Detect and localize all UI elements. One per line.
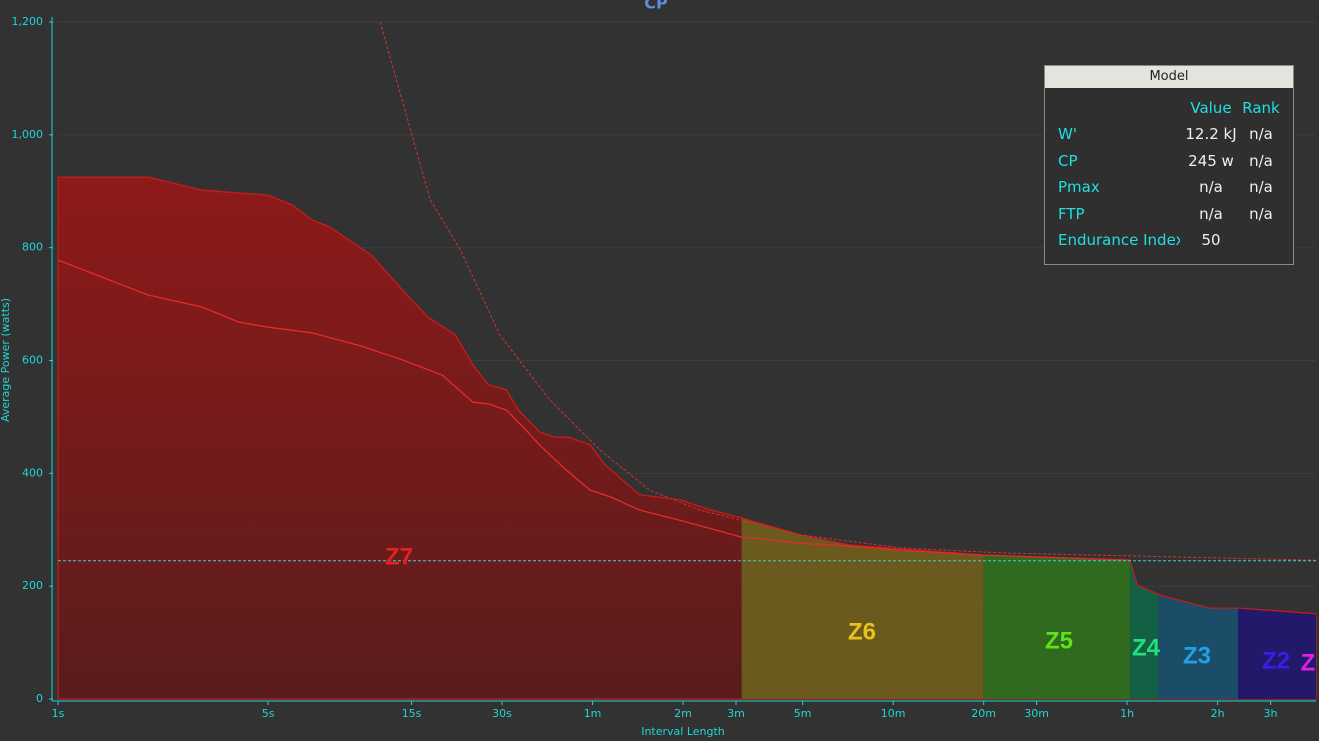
x-tick-label: 3m: [727, 707, 745, 720]
x-tick-label: 2m: [674, 707, 692, 720]
zone-label: Z5: [1045, 627, 1073, 654]
model-table: Model Value Rank W' 12.2 kJ n/a CP 245 w n/a Pma…: [1044, 65, 1294, 265]
chart-title: CP: [644, 0, 668, 13]
x-tick-label: 3h: [1264, 707, 1278, 720]
y-tick-label: 600: [22, 354, 43, 367]
zone-label: Z4: [1132, 634, 1161, 661]
y-tick-label: 200: [22, 579, 43, 592]
y-tick-label: 1,200: [12, 15, 44, 28]
zone-label: Z7: [385, 543, 413, 570]
curve: [57, 259, 1131, 561]
x-tick-label: 15s: [402, 707, 422, 720]
curve: [379, 21, 1317, 561]
y-tick-label: 400: [22, 466, 43, 479]
table-cell: 50: [1201, 231, 1221, 250]
x-axis-title: Interval Length: [641, 725, 725, 738]
table-cell: n/a: [1199, 178, 1223, 197]
x-tick-label: 5s: [262, 707, 275, 720]
table-cell: n/a: [1249, 204, 1273, 223]
table-cell: CP: [1058, 151, 1078, 170]
table-title: Model: [1045, 66, 1293, 88]
zone-label: Z6: [848, 618, 876, 645]
table-cell: n/a: [1249, 178, 1273, 197]
table-cell: 12.2 kJ: [1185, 125, 1237, 143]
x-tick-label: 2h: [1211, 707, 1225, 720]
x-tick-label: 30s: [492, 707, 512, 720]
table-cell: 245 w: [1188, 151, 1234, 170]
y-tick-label: 1,000: [12, 128, 44, 141]
x-tick-label: 20m: [971, 707, 996, 720]
table-cell: Pmax: [1058, 178, 1100, 197]
table-cell: FTP: [1058, 204, 1085, 223]
table-cell: n/a: [1249, 151, 1273, 170]
x-tick-label: 5m: [794, 707, 812, 720]
x-tick-label: 10m: [881, 707, 906, 720]
table-cell: Value: [1190, 99, 1232, 117]
y-tick-label: 800: [22, 241, 43, 254]
x-tick-label: 1h: [1120, 707, 1134, 720]
x-tick-label: 1s: [52, 707, 65, 720]
y-axis-title: Average Power (watts): [0, 298, 12, 422]
table-cell: n/a: [1199, 204, 1223, 223]
table-cell: Endurance Index: [1058, 231, 1180, 250]
zone-label: Z3: [1183, 642, 1211, 669]
table-cell: W': [1058, 125, 1077, 143]
table-cell: n/a: [1249, 125, 1273, 143]
x-tick-label: 30m: [1024, 707, 1049, 720]
zone-label: Z: [1301, 649, 1316, 676]
y-tick-label: 0: [36, 692, 43, 705]
table-cell: Rank: [1242, 99, 1280, 117]
x-tick-label: 1m: [584, 707, 602, 720]
zone-label: Z2: [1262, 647, 1290, 674]
